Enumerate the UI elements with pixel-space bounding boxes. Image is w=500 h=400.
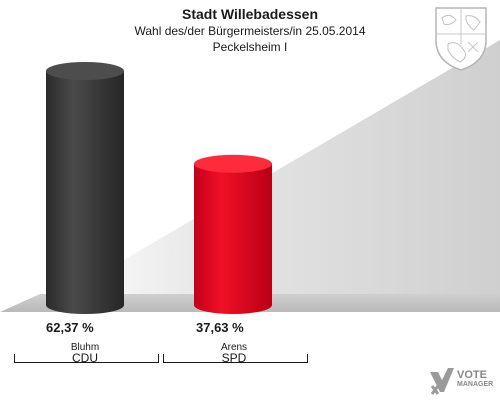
category-bracket-spd <box>163 354 308 363</box>
logo-text-vote: VOTE <box>457 369 487 381</box>
chart-subtitle: Wahl des/der Bürgermeisters/in 25.05.201… <box>134 24 366 38</box>
bar-spd <box>194 163 272 314</box>
vote-manager-logo-icon <box>430 368 454 395</box>
category-bracket-cdu <box>14 354 159 363</box>
coat-of-arms-icon <box>435 7 487 71</box>
party-label-cdu: CDU <box>72 351 98 365</box>
chart-title: Stadt Willebadessen <box>181 6 319 22</box>
candidate-name-spd: Arens <box>220 342 248 353</box>
party-label-spd: SPD <box>221 351 247 365</box>
value-label-cdu: 62,37 % <box>46 320 94 335</box>
bar-cap-cdu <box>46 62 124 80</box>
candidate-name-cdu: Bluhm <box>70 342 100 353</box>
bar-cap-spd <box>194 154 272 173</box>
bar-cdu <box>46 71 124 314</box>
value-label-spd: 37,63 % <box>196 320 244 335</box>
chart-district: Peckelsheim I <box>212 40 288 54</box>
chart-backdrop <box>55 40 500 300</box>
logo-text-manager: MANAGER <box>457 381 494 388</box>
